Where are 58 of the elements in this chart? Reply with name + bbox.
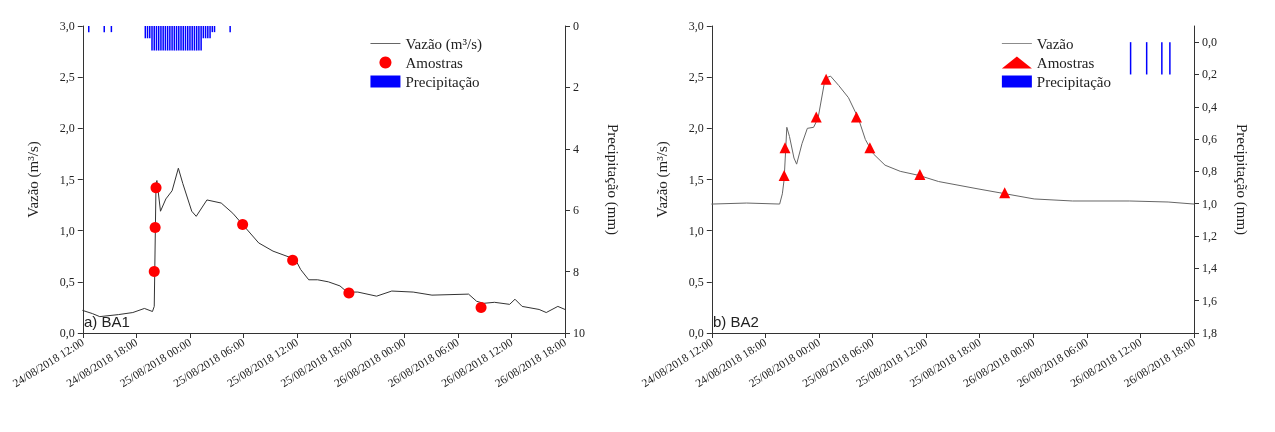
y2-tick-label: 1,6 [1202,293,1217,308]
line-series [711,75,1195,205]
y2-tick-label: 10 [573,326,585,340]
y2-tick-label: 4 [573,141,579,156]
legend-label: Amostras [405,54,464,71]
y-axis-title: Vazão (m³/s) [25,141,43,218]
annotation: b) BA2 [713,313,759,330]
point [475,301,487,313]
y2-tick-label: 0 [573,19,579,33]
y2-axis-title: Precipitação (mm) [1232,123,1250,236]
legend-label: Precipitação [405,73,480,90]
point [343,287,355,299]
point [149,222,161,234]
legend-label: Precipitação [1036,73,1112,90]
y-tick-label: 0,0 [59,326,75,340]
y2-tick-label: 0,8 [1202,164,1217,179]
y-tick-label: 1,0 [688,223,704,238]
y2-tick-label: 0,4 [1202,99,1217,114]
y-tick-label: 0,5 [59,274,75,289]
point [779,142,791,154]
y-tick-label: 1,0 [59,223,75,238]
point [850,111,862,123]
point [287,254,299,266]
point [150,182,162,194]
point [999,187,1011,199]
y-tick-label: 1,5 [59,172,75,187]
y-tick-label: 3,0 [688,19,704,33]
y-tick-label: 2,0 [59,121,75,136]
point [778,169,790,181]
y-tick-label: 2,0 [688,121,704,136]
y2-tick-label: 1,0 [1202,196,1217,211]
annotation: a) BA1 [84,313,130,330]
y-tick-label: 0,5 [688,274,704,289]
legend-label: Vazão (m³/s) [405,35,483,53]
y2-tick-label: 1,2 [1202,229,1217,244]
y-tick-label: 0,0 [688,326,704,340]
legend-label: Vazão [1036,35,1074,52]
legend-label: Amostras [1036,54,1095,71]
y-axis-title: Vazão (m³/s) [654,141,672,218]
y2-tick-label: 0,0 [1202,35,1217,50]
y-tick-label: 2,5 [59,70,75,85]
point [820,73,832,85]
point [810,111,822,123]
y2-tick-label: 6 [573,203,579,218]
point [148,266,160,278]
y2-tick-label: 8 [573,264,579,279]
y2-axis-title: Precipitação (mm) [603,123,621,236]
y-tick-label: 3,0 [59,19,75,33]
y2-tick-label: 1,4 [1202,261,1217,276]
point [864,142,876,154]
y2-tick-label: 0,6 [1202,132,1217,147]
y-tick-label: 1,5 [688,172,704,187]
point [914,168,926,180]
y2-tick-label: 0,2 [1202,67,1217,82]
y2-tick-label: 1,8 [1202,326,1217,340]
y2-tick-label: 2 [573,80,579,95]
y-tick-label: 2,5 [688,70,704,85]
point [237,219,249,231]
